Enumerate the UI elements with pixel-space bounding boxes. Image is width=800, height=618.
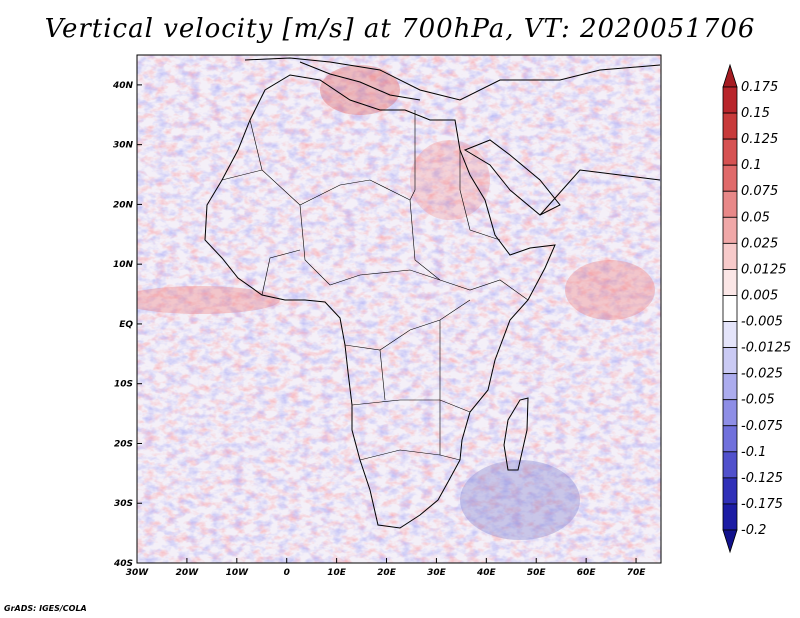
lon-tick-label: 10E <box>327 568 347 578</box>
colorbar-label: 0.15 <box>741 106 770 121</box>
colorbar-swatch <box>722 164 738 192</box>
colorbar: 0.175 0.15 0.125 0.1 0.075 0.05 0.025 0.0125 0.0… <box>722 63 791 554</box>
colorbar-swatch <box>722 112 738 140</box>
colorbar-label: 0.125 <box>741 132 778 147</box>
colorbar-swatch <box>722 63 738 88</box>
colorbar-label: 0.005 <box>741 288 778 303</box>
colorbar-label: -0.075 <box>741 419 783 434</box>
lon-tick-label: 30E <box>427 568 447 578</box>
colorbar-label: -0.125 <box>741 471 783 486</box>
lon-tick-label: 30W <box>126 568 150 578</box>
lat-tick-label: EQ <box>119 320 133 330</box>
lon-tick-label: 70E <box>627 568 647 578</box>
lat-tick-label: 10S <box>114 380 133 390</box>
colorbar-label: -0.025 <box>741 367 783 382</box>
lat-tick-label: 40N <box>112 81 134 91</box>
colorbar-label: 0.175 <box>741 80 778 95</box>
colorbar-swatch <box>722 399 738 427</box>
colorbar-swatch <box>722 269 738 296</box>
colorbar-label: 0.075 <box>741 184 778 199</box>
colorbar-label: 0.1 <box>741 158 762 173</box>
colorbar-swatch <box>722 295 738 322</box>
axis-ticks: 30W 20W 10W 0 10E 20E 30E 40E 50E 60E 70E 40N 30N 20N… <box>112 81 646 578</box>
lon-tick-label: 10W <box>226 568 250 578</box>
lat-tick-label: 20N <box>113 200 134 210</box>
colorbar-swatch <box>722 373 738 401</box>
colorbar-label: 0.025 <box>741 236 778 251</box>
lon-tick-label: 60E <box>577 568 597 578</box>
colorbar-swatch <box>722 451 738 479</box>
lat-tick-label: 20S <box>114 439 133 449</box>
colorbar-label: 0.0125 <box>741 262 787 277</box>
lon-tick-label: 0 <box>284 568 290 578</box>
colorbar-swatch <box>722 242 738 270</box>
colorbar-swatch <box>722 86 738 114</box>
colorbar-swatch <box>722 503 738 531</box>
credit-label: GrADS: IGES/COLA <box>4 604 87 613</box>
lon-tick-label: 20E <box>377 568 397 578</box>
colorbar-swatch <box>722 321 738 348</box>
lon-tick-label: 40E <box>476 568 497 578</box>
colorbar-label: -0.05 <box>741 393 775 408</box>
colorbar-label: -0.2 <box>741 523 766 538</box>
colorbar-swatch <box>722 529 738 554</box>
colorbar-label: 0.05 <box>741 210 770 225</box>
lat-tick-label: 30N <box>113 141 134 151</box>
colorbar-label: -0.005 <box>741 315 783 330</box>
plot-frame <box>136 54 662 564</box>
colorbar-swatch <box>722 190 738 218</box>
colorbar-label: -0.0125 <box>741 341 791 356</box>
map-title: Vertical velocity [m/s] at 700hPa, VT: 2… <box>44 14 756 44</box>
colorbar-swatch <box>722 477 738 505</box>
lat-tick-label: 30S <box>114 499 133 509</box>
country-borders <box>221 110 529 461</box>
colorbar-swatch <box>722 347 738 375</box>
lon-tick-label: 20W <box>176 568 200 578</box>
colorbar-label: -0.1 <box>741 445 766 460</box>
colorbar-label: -0.175 <box>741 497 783 512</box>
lat-tick-label: 40S <box>113 559 133 569</box>
lon-tick-label: 50E <box>527 568 547 578</box>
colorbar-swatch <box>722 216 738 244</box>
velocity-field <box>137 55 661 563</box>
colorbar-swatch <box>722 138 738 166</box>
lat-tick-label: 10N <box>113 260 134 270</box>
colorbar-swatch <box>722 425 738 453</box>
